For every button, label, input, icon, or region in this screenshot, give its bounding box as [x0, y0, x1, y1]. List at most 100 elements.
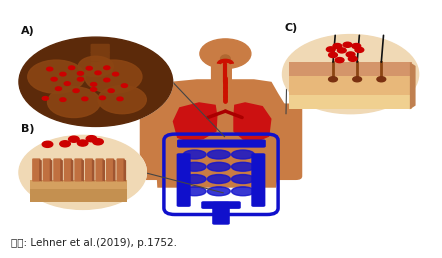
Circle shape	[60, 141, 70, 147]
Polygon shape	[410, 62, 415, 109]
Circle shape	[91, 83, 97, 86]
FancyBboxPatch shape	[43, 158, 51, 182]
Circle shape	[333, 44, 342, 49]
Ellipse shape	[207, 162, 230, 171]
Circle shape	[47, 87, 100, 117]
Circle shape	[104, 66, 110, 70]
FancyBboxPatch shape	[91, 51, 110, 61]
Ellipse shape	[207, 187, 230, 196]
Circle shape	[19, 37, 173, 126]
Text: A): A)	[21, 26, 35, 36]
Circle shape	[51, 77, 57, 81]
Circle shape	[200, 39, 251, 69]
FancyBboxPatch shape	[53, 158, 61, 182]
Circle shape	[95, 71, 101, 75]
Bar	[289, 62, 412, 76]
Circle shape	[55, 87, 61, 91]
FancyBboxPatch shape	[95, 158, 104, 182]
Polygon shape	[103, 159, 105, 182]
Ellipse shape	[207, 175, 230, 183]
FancyBboxPatch shape	[32, 158, 41, 182]
Polygon shape	[39, 159, 42, 182]
Circle shape	[19, 135, 146, 209]
FancyBboxPatch shape	[201, 201, 241, 209]
FancyBboxPatch shape	[211, 64, 232, 83]
Circle shape	[113, 72, 118, 76]
Circle shape	[328, 77, 337, 82]
Ellipse shape	[207, 150, 230, 159]
Circle shape	[86, 67, 92, 70]
FancyBboxPatch shape	[91, 62, 110, 71]
Circle shape	[64, 82, 70, 85]
Circle shape	[343, 42, 352, 47]
Ellipse shape	[232, 162, 255, 171]
Polygon shape	[113, 159, 116, 182]
Circle shape	[73, 89, 79, 93]
Polygon shape	[30, 189, 126, 202]
Ellipse shape	[183, 150, 206, 159]
Circle shape	[355, 47, 364, 52]
Circle shape	[326, 47, 335, 52]
Circle shape	[46, 67, 53, 71]
Circle shape	[86, 136, 97, 142]
Circle shape	[85, 60, 142, 93]
Circle shape	[91, 88, 97, 91]
Ellipse shape	[183, 175, 206, 183]
Circle shape	[42, 141, 53, 147]
Circle shape	[348, 56, 357, 61]
Bar	[289, 95, 412, 109]
Ellipse shape	[232, 187, 255, 196]
Circle shape	[335, 58, 344, 63]
Ellipse shape	[232, 175, 255, 183]
Circle shape	[377, 77, 386, 82]
FancyBboxPatch shape	[251, 153, 265, 207]
Polygon shape	[60, 159, 63, 182]
Circle shape	[108, 89, 114, 93]
Text: B): B)	[21, 124, 34, 134]
FancyBboxPatch shape	[106, 158, 114, 182]
Circle shape	[82, 97, 88, 101]
Polygon shape	[92, 159, 95, 182]
Circle shape	[352, 44, 361, 49]
Polygon shape	[173, 102, 217, 142]
FancyBboxPatch shape	[265, 103, 302, 180]
Text: 자료: Lehner et al.(2019), p.1752.: 자료: Lehner et al.(2019), p.1752.	[11, 238, 177, 248]
Polygon shape	[233, 102, 271, 141]
Circle shape	[77, 77, 84, 81]
Circle shape	[99, 96, 106, 100]
FancyBboxPatch shape	[116, 158, 125, 182]
Circle shape	[337, 48, 346, 53]
Circle shape	[42, 96, 48, 100]
Bar	[289, 76, 412, 95]
FancyBboxPatch shape	[140, 103, 177, 180]
Polygon shape	[50, 159, 52, 182]
FancyBboxPatch shape	[177, 140, 266, 148]
Circle shape	[60, 72, 66, 76]
Circle shape	[19, 37, 173, 126]
FancyBboxPatch shape	[177, 153, 191, 207]
Circle shape	[282, 35, 419, 114]
Ellipse shape	[232, 150, 255, 159]
Circle shape	[60, 98, 66, 101]
FancyBboxPatch shape	[64, 158, 72, 182]
Circle shape	[328, 52, 337, 58]
Text: C): C)	[285, 23, 298, 33]
Ellipse shape	[221, 55, 230, 63]
Polygon shape	[71, 159, 73, 182]
Circle shape	[353, 77, 362, 82]
Polygon shape	[153, 79, 289, 188]
Circle shape	[69, 66, 75, 70]
Circle shape	[28, 60, 85, 93]
Circle shape	[77, 71, 84, 75]
FancyBboxPatch shape	[74, 158, 83, 182]
FancyBboxPatch shape	[91, 44, 110, 53]
Ellipse shape	[183, 187, 206, 196]
Circle shape	[346, 52, 355, 57]
Circle shape	[19, 135, 146, 209]
Polygon shape	[81, 159, 84, 182]
FancyBboxPatch shape	[85, 158, 93, 182]
Circle shape	[117, 97, 123, 101]
Circle shape	[104, 78, 110, 82]
Circle shape	[282, 35, 419, 114]
Circle shape	[69, 136, 79, 142]
